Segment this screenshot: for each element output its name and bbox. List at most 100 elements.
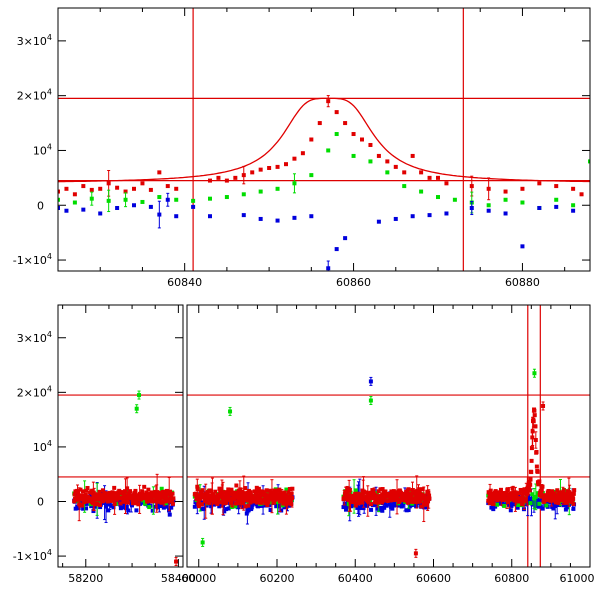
data-point <box>579 192 584 197</box>
data-point <box>505 487 510 492</box>
data-point <box>268 508 273 513</box>
data-point <box>413 500 418 505</box>
data-point <box>243 504 248 509</box>
data-point <box>229 487 234 492</box>
data-point <box>286 494 291 499</box>
data-point <box>272 489 277 494</box>
data-point <box>155 505 160 510</box>
data-point <box>427 213 432 218</box>
top-panel: -1×104 0 104 2×104 3×104 60840 60860 60880 <box>13 7 591 289</box>
data-point <box>560 498 565 503</box>
data-point <box>544 503 549 508</box>
data-point <box>125 486 130 491</box>
data-point <box>559 490 564 495</box>
data-point <box>107 490 112 495</box>
data-point <box>349 502 354 507</box>
data-point <box>171 496 176 501</box>
data-point <box>249 505 254 510</box>
data-point <box>157 195 162 200</box>
data-point <box>528 501 533 506</box>
data-point <box>85 485 90 490</box>
data-point <box>284 487 289 492</box>
data-point <box>72 192 77 197</box>
data-point <box>406 487 411 492</box>
data-point <box>64 208 69 213</box>
data-point <box>486 186 491 191</box>
data-point <box>502 503 507 508</box>
data-point <box>334 247 339 252</box>
data-point <box>193 491 198 496</box>
data-point <box>528 482 533 487</box>
data-point <box>241 192 246 197</box>
data-point <box>364 490 369 495</box>
data-point <box>495 502 500 507</box>
data-point <box>486 208 491 213</box>
data-point <box>246 508 251 513</box>
data-point <box>571 186 576 191</box>
data-point <box>533 424 538 429</box>
data-point <box>111 498 116 503</box>
data-point <box>509 503 514 508</box>
plot-area-segment <box>58 390 183 567</box>
data-point <box>163 499 168 504</box>
data-point <box>532 408 537 413</box>
data-point <box>93 497 98 502</box>
data-point <box>158 490 163 495</box>
data-point <box>408 495 413 500</box>
data-point <box>292 156 297 161</box>
data-point <box>326 99 331 104</box>
data-point <box>199 490 204 495</box>
data-point <box>265 503 270 508</box>
data-point <box>564 492 569 497</box>
data-point <box>369 507 374 512</box>
data-point <box>208 196 212 201</box>
x-tick-label: 61000 <box>560 572 595 585</box>
data-point <box>245 498 250 503</box>
data-point <box>418 499 423 504</box>
data-point <box>414 504 419 509</box>
data-point <box>143 501 148 506</box>
data-point <box>529 458 534 463</box>
data-point <box>142 484 147 489</box>
data-point <box>88 502 93 507</box>
plot-area-segment <box>187 305 590 567</box>
data-point <box>265 497 270 502</box>
data-point <box>138 499 143 504</box>
data-point <box>158 497 163 502</box>
data-point <box>520 493 525 498</box>
data-point <box>125 500 130 505</box>
data-point <box>106 181 111 186</box>
data-point <box>196 499 201 504</box>
data-point <box>255 500 260 505</box>
data-point <box>72 200 77 205</box>
data-point <box>410 153 415 158</box>
data-point <box>539 488 544 493</box>
data-point <box>205 500 210 505</box>
data-point <box>98 502 103 507</box>
data-point <box>544 493 549 498</box>
data-point <box>563 507 568 512</box>
data-point <box>368 398 373 403</box>
data-point <box>393 216 398 221</box>
data-point <box>155 490 160 495</box>
data-point <box>111 505 116 510</box>
data-point <box>537 205 542 210</box>
data-point <box>375 500 380 505</box>
data-point <box>391 489 396 494</box>
data-point <box>389 489 394 494</box>
data-point <box>424 502 429 507</box>
data-point <box>527 488 532 493</box>
data-point <box>421 502 426 507</box>
data-point <box>571 491 576 496</box>
data-point <box>96 497 101 502</box>
data-point <box>84 501 89 506</box>
data-point <box>300 151 305 156</box>
data-point <box>271 491 276 496</box>
data-point <box>491 502 496 507</box>
data-point <box>379 505 384 510</box>
data-point <box>406 508 411 513</box>
data-point <box>244 494 249 499</box>
data-point <box>274 504 279 509</box>
data-point <box>417 488 422 493</box>
data-point <box>224 507 229 512</box>
